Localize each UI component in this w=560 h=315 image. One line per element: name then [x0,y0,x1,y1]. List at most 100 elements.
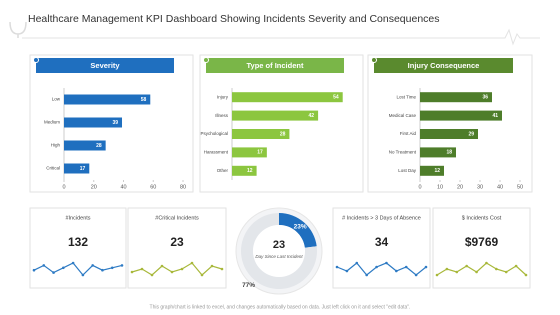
bar-value-label: 41 [492,113,498,119]
spark-point [200,273,204,277]
spark-point [414,273,418,277]
x-tick-label: 0 [418,184,421,190]
x-tick-label: 50 [517,184,523,190]
y-tick-label: Medical Case [389,113,417,118]
x-tick-label: 0 [62,184,65,190]
bar [420,147,456,158]
donut-center [253,225,305,277]
spark-point [140,267,144,271]
spark-point [32,268,36,272]
kpi-label: #Critical Incidents [155,215,199,221]
y-tick-label: Medium [44,120,60,125]
footer-note: This graph/chart is linked to excel, and… [150,304,411,310]
y-tick-label: High [51,143,61,148]
spark-point [91,264,94,267]
y-tick-label: Other [217,168,229,173]
spark-point [514,264,518,268]
bar-value-label: 42 [309,113,315,119]
header-dot [33,57,39,63]
spark-point [475,270,478,274]
spark-point [130,270,134,274]
y-tick-label: Injury [217,94,229,99]
bar [232,92,343,103]
kpi-label: $ Incidents Cost [462,215,502,221]
panel-title: Type of Incident [247,61,304,70]
spark-point [220,267,224,271]
slice-label: 23% [294,224,307,231]
bar [420,92,492,103]
header-dot [371,57,377,63]
spark-point [485,261,488,265]
panel-title: Severity [90,61,120,70]
x-tick-label: 10 [437,184,443,190]
spark-point [335,265,339,269]
sparkline [336,262,427,276]
spark-point [355,261,359,265]
bar-value-label: 28 [280,131,286,137]
bar [420,110,502,121]
kpi-card [432,207,531,289]
kpi-value: 34 [375,235,389,249]
spark-point [190,261,194,265]
kpi-label: #Incidents [65,215,90,221]
panel [367,54,533,193]
bar [232,165,257,176]
bar-value-label: 54 [333,95,339,101]
bar [64,117,123,128]
kpi-card [29,207,127,289]
donut-slice [279,213,317,248]
spark-point [150,273,154,277]
x-tick-label: 40 [120,184,126,190]
y-tick-label: First Aid [400,131,417,136]
sparkline [33,262,123,276]
bar-value-label: 17 [257,150,263,156]
bar-value-label: 29 [468,131,474,137]
spark-point [365,273,368,277]
kpi-label: # Incidents > 3 Days of Absence [342,215,421,221]
bar [232,147,267,158]
slice-label: 77% [242,282,255,289]
panel [199,54,364,193]
spark-point [170,270,174,274]
spark-point [42,264,46,267]
y-tick-label: Lost Time [396,94,416,99]
bar-value-label: 39 [112,120,118,126]
kpi-value: 132 [68,235,88,249]
x-tick-label: 80 [180,184,186,190]
spark-point [375,265,378,269]
y-tick-label: Critical [46,166,60,171]
x-tick-label: 20 [91,184,97,190]
spark-point [445,267,449,271]
donut-slice [241,213,317,290]
bar [64,94,151,105]
sparkline [131,262,223,276]
spark-point [504,270,508,274]
y-tick-label: No Treatment [389,150,417,155]
spark-point [524,273,528,277]
bar [232,110,319,121]
bar-value-label: 12 [434,168,440,174]
panel-header [36,58,174,73]
panel [29,54,194,193]
spark-point [404,265,408,269]
bar [64,163,90,174]
center-label: Day Since Last Incident [255,254,303,259]
bar-value-label: 12 [247,168,253,174]
bar-value-label: 18 [446,150,452,156]
bar [232,129,290,139]
heartbeat-line [22,28,540,46]
spark-point [465,264,468,268]
kpi-value: 23 [170,235,184,249]
stethoscope-icon [9,21,27,38]
spark-point [210,264,214,268]
center-value: 23 [273,239,285,251]
spark-point [495,267,498,271]
spark-point [395,269,398,273]
spark-point [160,264,164,268]
x-tick-label: 30 [477,184,483,190]
bar-value-label: 17 [80,166,86,172]
panel-header [374,58,513,73]
kpi-card [127,207,227,289]
header-dot [203,57,209,63]
